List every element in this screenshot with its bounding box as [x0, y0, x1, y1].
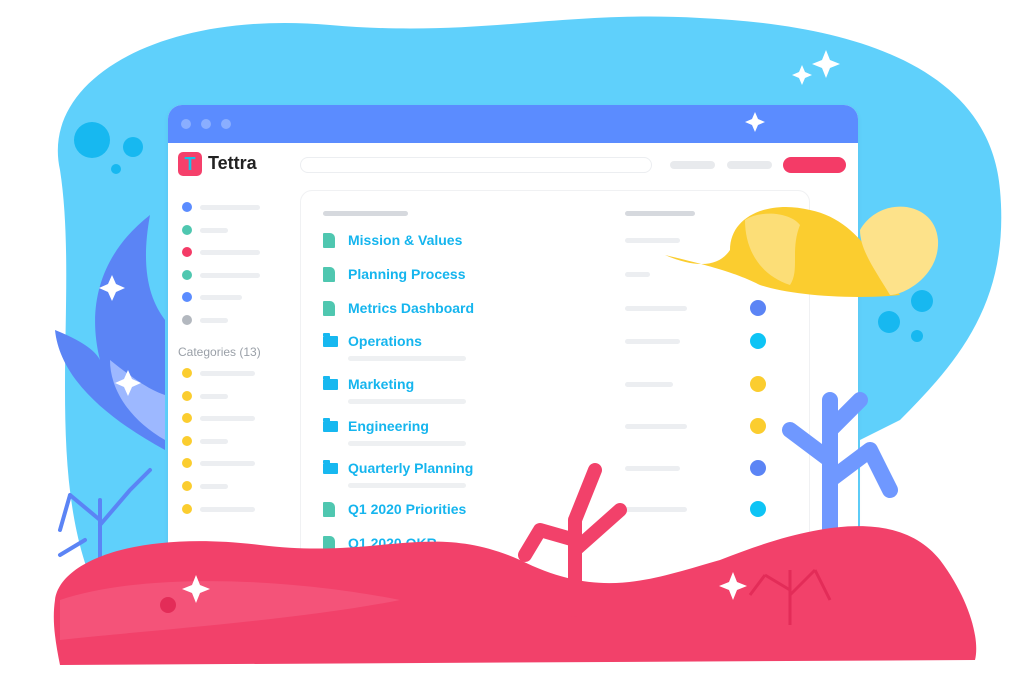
category-item[interactable]	[200, 393, 228, 399]
sidebar-item-dot[interactable]	[182, 315, 192, 325]
list-item-label[interactable]: Q1 2020 Priorities	[348, 501, 467, 517]
item-meta-bar	[625, 466, 680, 471]
sidebar-item[interactable]	[200, 318, 228, 323]
list-item[interactable]: Mission & Values	[323, 231, 462, 249]
category-dot[interactable]	[182, 390, 192, 401]
list-item-label[interactable]: Operations	[348, 333, 422, 349]
list-item-label[interactable]: Metrics Dashboard	[348, 300, 475, 316]
item-status-dot	[750, 460, 766, 476]
list-item[interactable]: Q1 2020 Priorities	[323, 500, 466, 518]
seabed	[53, 526, 977, 665]
list-item-label[interactable]: Quarterly Planning	[348, 460, 474, 476]
categories-label: Categories (13)	[178, 345, 261, 359]
sidebar-item[interactable]	[200, 272, 260, 278]
document-icon	[323, 266, 335, 282]
column-header-bar	[625, 211, 695, 216]
window-maximize-button[interactable]	[221, 119, 231, 129]
coral-blue	[782, 392, 898, 538]
folder-description-bar	[348, 441, 466, 446]
list-item[interactable]: Planning Process	[323, 265, 465, 283]
category-item[interactable]	[200, 416, 255, 422]
sidebar-item[interactable]	[200, 205, 260, 210]
folder-description-bar	[348, 399, 466, 404]
sparkle-icon	[812, 50, 840, 78]
category-item[interactable]	[200, 484, 228, 489]
title-bar	[168, 105, 858, 143]
content-card	[300, 190, 810, 625]
nav-link[interactable]	[670, 161, 715, 169]
item-status-dot	[750, 501, 766, 517]
list-item-label[interactable]: Mission & Values	[348, 232, 463, 248]
document-icon	[323, 501, 335, 517]
item-status-dot	[750, 418, 766, 434]
item-status-dot	[750, 300, 766, 316]
folder-icon	[323, 459, 338, 474]
list-item[interactable]: Quarterly Planning	[323, 459, 473, 477]
app-window: T Tettra Categories (13) Mission & Value…	[168, 105, 858, 625]
item-meta-bar	[625, 339, 680, 344]
category-dot[interactable]	[182, 435, 192, 446]
folder-icon	[323, 417, 338, 432]
list-item[interactable]: Metrics Dashboard	[323, 299, 474, 317]
list-header-bar	[323, 211, 408, 216]
sidebar-item-dot[interactable]	[182, 247, 192, 258]
category-item[interactable]	[200, 461, 255, 467]
item-meta-bar	[625, 424, 687, 429]
document-icon	[323, 232, 335, 248]
item-meta-bar	[625, 238, 680, 243]
category-item[interactable]	[200, 506, 255, 512]
sidebar-item-dot[interactable]	[182, 292, 192, 303]
document-icon	[323, 535, 335, 551]
app-name: Tettra	[208, 153, 257, 173]
sidebar-item-dot[interactable]	[182, 224, 192, 235]
folder-icon	[323, 332, 338, 347]
list-item-label[interactable]: Engineering	[348, 418, 429, 434]
sidebar-item-dot[interactable]	[182, 202, 192, 212]
primary-action-button[interactable]	[783, 157, 846, 173]
item-meta-bar	[625, 272, 650, 277]
category-dot[interactable]	[182, 413, 192, 424]
crab-icon	[160, 597, 176, 613]
list-item[interactable]: Engineering	[323, 417, 429, 435]
item-meta-bar	[625, 382, 673, 387]
sidebar-item[interactable]	[200, 250, 260, 256]
category-dot[interactable]	[182, 458, 192, 469]
window-minimize-button[interactable]	[201, 119, 211, 129]
sidebar-item-dot[interactable]	[182, 269, 192, 280]
tettra-logo-icon: T	[178, 152, 202, 176]
search-input[interactable]	[300, 157, 652, 173]
category-dot[interactable]	[182, 481, 192, 491]
document-icon	[323, 300, 335, 316]
item-meta-bar	[625, 507, 687, 512]
sidebar-item[interactable]	[200, 295, 242, 301]
item-status-dot	[750, 376, 766, 392]
category-dot[interactable]	[182, 368, 192, 378]
list-item[interactable]: Marketing	[323, 375, 414, 393]
category-item[interactable]	[200, 371, 255, 376]
bubble-icon	[74, 122, 110, 158]
window-close-button[interactable]	[181, 119, 191, 129]
list-item-label[interactable]: Planning Process	[348, 266, 466, 282]
folder-icon	[323, 375, 338, 390]
list-item-label[interactable]: Marketing	[348, 376, 415, 392]
folder-description-bar	[348, 483, 466, 488]
coral-navy	[58, 468, 152, 562]
coral-red	[518, 463, 627, 617]
sidebar-item[interactable]	[200, 227, 228, 233]
item-status-dot	[750, 333, 766, 349]
list-item[interactable]: Operations	[323, 332, 422, 350]
category-dot[interactable]	[182, 503, 192, 514]
category-item[interactable]	[200, 438, 228, 444]
folder-description-bar	[348, 356, 466, 361]
item-meta-bar	[625, 306, 687, 311]
nav-link[interactable]	[727, 161, 772, 169]
